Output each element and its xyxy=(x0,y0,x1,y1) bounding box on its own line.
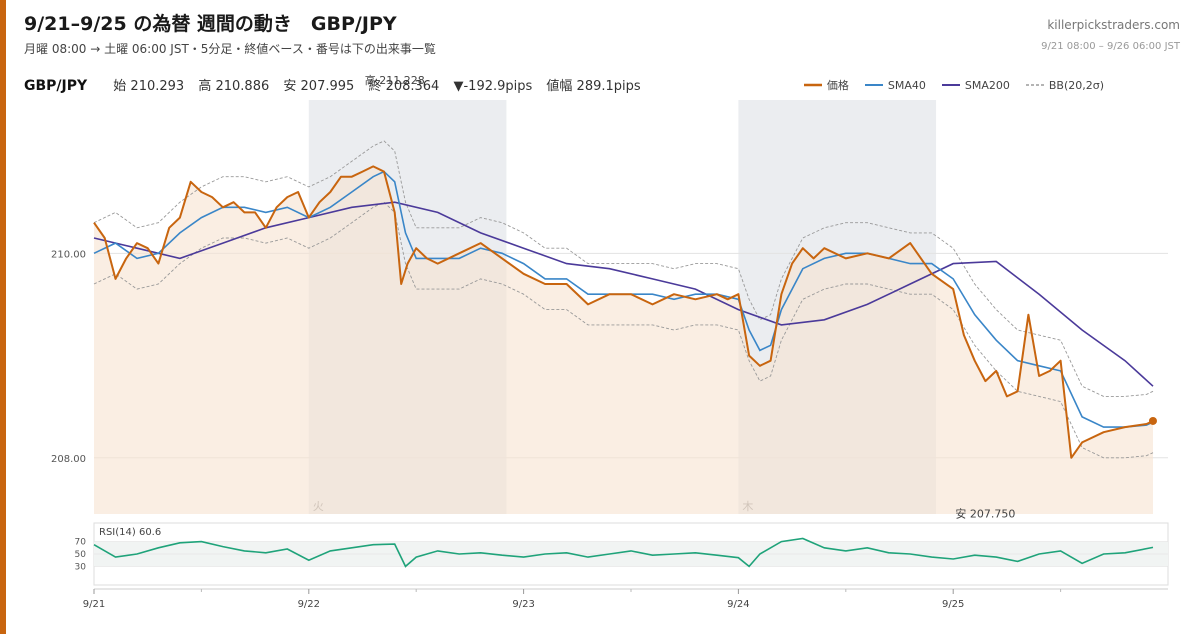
date-range: 9/21 08:00 – 9/26 06:00 JST xyxy=(1041,41,1180,52)
x-tick-label: 9/22 xyxy=(298,599,320,610)
low-annotation: 安 207.750 xyxy=(955,506,1015,520)
close-price: 終 208.364 xyxy=(368,79,440,94)
x-tick-label: 9/23 xyxy=(512,599,534,610)
accent-bar xyxy=(0,0,6,634)
range-pips: 値幅 289.1pips xyxy=(546,79,641,94)
rsi-tick-label: 30 xyxy=(75,562,87,572)
bb-lower-band xyxy=(93,201,1154,459)
legend-label-bb: BB(20,2σ) xyxy=(1048,78,1104,92)
summary-bar: GBP/JPY 始 210.293 高 210.886 安 207.995 終 … xyxy=(24,75,651,94)
low-price: 安 207.995 xyxy=(283,79,355,94)
bb-upper-band xyxy=(93,140,1154,397)
pair-label: GBP/JPY xyxy=(24,78,88,94)
open-price: 始 210.293 xyxy=(113,79,185,94)
legend-swatch-bb xyxy=(1025,84,1044,86)
legend-swatch-sma40 xyxy=(864,84,883,86)
legend-swatch-sma200 xyxy=(941,84,960,86)
y-tick-label: 210.00 xyxy=(51,249,86,260)
x-tick-label: 9/21 xyxy=(83,599,105,610)
change-pips: ▼-192.9pips xyxy=(453,79,533,94)
legend-label-sma40: SMA40 xyxy=(887,78,926,92)
legend-item-sma40[interactable]: SMA40 xyxy=(864,78,926,92)
x-tick-label: 9/24 xyxy=(727,599,749,610)
legend-item-bb[interactable]: BB(20,2σ) xyxy=(1025,78,1104,92)
rsi-label: RSI(14) 60.6 xyxy=(99,527,161,538)
last-price-marker xyxy=(1148,416,1157,425)
legend-item-sma200[interactable]: SMA200 xyxy=(941,78,1010,92)
rsi-tick-label: 50 xyxy=(75,550,87,560)
legend-swatch-price xyxy=(803,83,822,87)
y-tick-label: 208.00 xyxy=(51,454,86,465)
chart-legend: 価格 SMA40 SMA200 BB(20,2σ) xyxy=(803,77,1104,93)
price-area-fill xyxy=(94,166,1153,514)
high-price: 高 210.886 xyxy=(198,79,270,94)
page-title: 9/21–9/25 の為替 週間の動き GBP/JPY xyxy=(24,13,397,35)
legend-item-price[interactable]: 価格 xyxy=(803,77,849,93)
page-subtitle: 月曜 08:00 → 土曜 06:00 JST・5分足・終値ベース・番号は下の出… xyxy=(24,42,436,56)
rsi-line xyxy=(93,537,1154,568)
legend-label-price: 価格 xyxy=(826,79,849,92)
rsi-tick-label: 70 xyxy=(75,538,87,548)
x-tick-label: 9/25 xyxy=(942,599,964,610)
high-annotation: 高 211.228 xyxy=(365,73,425,87)
legend-label-sma200: SMA200 xyxy=(964,78,1010,92)
sma200-line xyxy=(93,201,1154,387)
brand-link[interactable]: killerpickstraders.com xyxy=(1047,18,1180,32)
price-line xyxy=(93,165,1154,459)
